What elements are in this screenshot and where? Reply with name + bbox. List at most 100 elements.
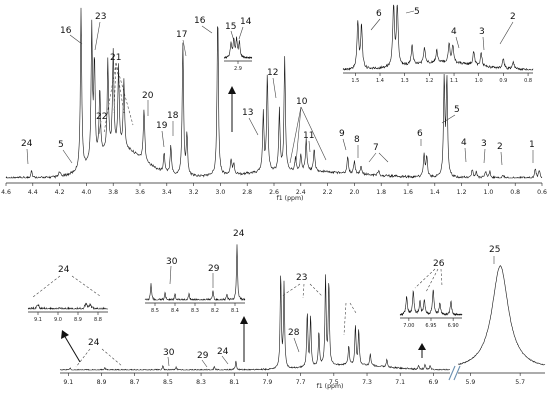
inset-label-29: 29: [208, 264, 220, 274]
peak-label-7: 7: [373, 143, 379, 153]
arrow-head-bottom-right: [418, 343, 426, 350]
x-tick-label: 8.4: [171, 308, 179, 314]
leader-24: [26, 148, 29, 165]
x-tick-label: 8.5: [151, 308, 159, 314]
x-tick-label: 7.00: [403, 323, 414, 329]
x-tick-label: 2.8: [242, 189, 252, 196]
leader-10b: [295, 106, 302, 164]
inset-bottom-left: 9.1 9.0 8.9 8.8 24: [27, 265, 109, 323]
leader-5b: [441, 114, 456, 124]
x-tick-label: 8.3: [191, 308, 199, 314]
peak-label-1: 1: [529, 140, 535, 150]
x-tick-label: 8.9: [74, 317, 82, 323]
peak-label-18: 18: [167, 111, 179, 121]
leader-16b: [201, 25, 213, 34]
peak-label-23-bot: 23: [296, 273, 307, 283]
leader-21d: [115, 62, 134, 126]
x-tick-label: 1.4: [376, 78, 384, 84]
leader-inset-26-a: [414, 268, 436, 289]
inset-label-3: 3: [479, 27, 485, 37]
x-tick-label: 0.9: [499, 78, 507, 84]
x-tick-label: 2.2: [323, 189, 333, 196]
x-ticks-inset-bottom-left: 9.1 9.0 8.9 8.8: [34, 312, 102, 323]
leader-4: [464, 147, 467, 163]
arrow-to-inset-bottom-left: [63, 334, 81, 363]
x-tick-label: 1.5: [351, 78, 359, 84]
inset-top-right: 1.5 1.4 1.3 1.2 1.1 1.0 0.9 0.8 6 5 4 3 2: [342, 4, 534, 84]
spectrum-trace-top: [5, 7, 543, 180]
x-tick-label: 8.9: [97, 379, 107, 386]
leader-inset-15: [230, 30, 235, 42]
leader-27-a: [343, 302, 347, 336]
x-tick-label: 3.8: [108, 189, 118, 196]
peak-label-28: 28: [288, 328, 300, 338]
x-tick-label: 2.4: [296, 189, 306, 196]
peak-label-20: 20: [142, 91, 154, 101]
leader-21b: [113, 62, 117, 114]
inset-label-5: 5: [414, 7, 420, 17]
x-tick-label: 7.5: [329, 379, 339, 386]
x-ticks-bottom-right: 5.9 5.7: [466, 373, 525, 386]
x-tick-label: 8.3: [196, 379, 206, 386]
leader-inset-5: [405, 10, 415, 14]
peak-label-10: 10: [296, 97, 308, 107]
leader-16a: [69, 34, 83, 45]
inset-label-26: 26: [433, 259, 445, 269]
x-tick-label: 3.0: [215, 189, 225, 196]
leader-24-bot-a: [75, 348, 91, 368]
x-tick-label: 4.0: [81, 189, 91, 196]
arrow-head-bottom-mid: [240, 316, 248, 324]
leader-inset-3: [482, 36, 485, 51]
inset-label-2: 2: [510, 12, 516, 22]
x-tick-label: 3.2: [189, 189, 199, 196]
peak-label-8: 8: [354, 135, 360, 145]
leader-inset-4: [455, 36, 460, 49]
x-tick-label: 0.6: [537, 189, 547, 196]
leader-19: [161, 130, 165, 148]
inset-label-24-bl: 24: [58, 265, 70, 275]
x-tick-label: 1.3: [401, 78, 409, 84]
peak-label-11: 11: [303, 131, 314, 141]
peak-label-6: 6: [417, 129, 423, 139]
x-tick-label: 6.95: [425, 323, 436, 329]
peak-label-5a: 5: [58, 140, 64, 150]
leader-21a: [103, 62, 117, 134]
x-ticks-inset-top-mid: 2.9: [234, 61, 242, 72]
inset-label-30: 30: [166, 257, 178, 267]
peak-label-9: 9: [339, 129, 345, 139]
x-tick-label: 6.90: [448, 323, 459, 329]
leader-7a: [368, 152, 377, 163]
x-tick-label: 9.1: [63, 379, 73, 386]
inset-bottom-right: 7.00 6.95 6.90 26: [399, 259, 463, 329]
peak-label-2: 2: [497, 142, 503, 152]
peak-label-24-bot-left: 24: [88, 338, 100, 348]
leader-2: [500, 151, 503, 166]
x-tick-label: 4.4: [28, 189, 38, 196]
bottom-panel: 9.1 8.9 8.7 8.5 8.3 8.1 7.9 7.7 7.5 7.3 7.1 6.9 f1 …: [59, 245, 546, 390]
leader-23: [94, 21, 101, 51]
x-tick-label: 4.2: [55, 189, 65, 196]
peak-label-25: 25: [489, 245, 500, 255]
x-tick-label: 7.9: [263, 379, 273, 386]
x-tick-label: 5.7: [515, 379, 525, 386]
leader-22: [98, 120, 102, 135]
peak-label-24-bot: 24: [217, 347, 229, 357]
leader-inset-6: [370, 18, 381, 31]
inset-top-mid: 2.9 15 14: [223, 17, 253, 72]
x-axis-label-bottom: f1 (ppm): [317, 383, 344, 390]
x-tick-label: 8.5: [163, 379, 173, 386]
leader-27-b: [349, 302, 357, 314]
x-tick-label: 2.6: [269, 189, 279, 196]
inset-label-15: 15: [225, 22, 236, 32]
x-tick-label: 0.8: [524, 78, 532, 84]
leader-13: [248, 117, 259, 136]
peak-label-16a: 16: [60, 26, 72, 36]
x-ticks-bottom: 9.1 8.9 8.7 8.5 8.3 8.1 7.9 7.7 7.5 7.3 7.1 6.9: [63, 373, 438, 386]
peak-label-23: 23: [95, 12, 106, 22]
spectrum-trace-bottom: [59, 274, 451, 371]
leader-12: [272, 77, 277, 99]
leader-10c: [300, 106, 327, 161]
x-tick-label: 0.8: [510, 189, 520, 196]
x-tick-label: 6.9: [428, 379, 438, 386]
axis-break-line-1: [448, 365, 456, 381]
